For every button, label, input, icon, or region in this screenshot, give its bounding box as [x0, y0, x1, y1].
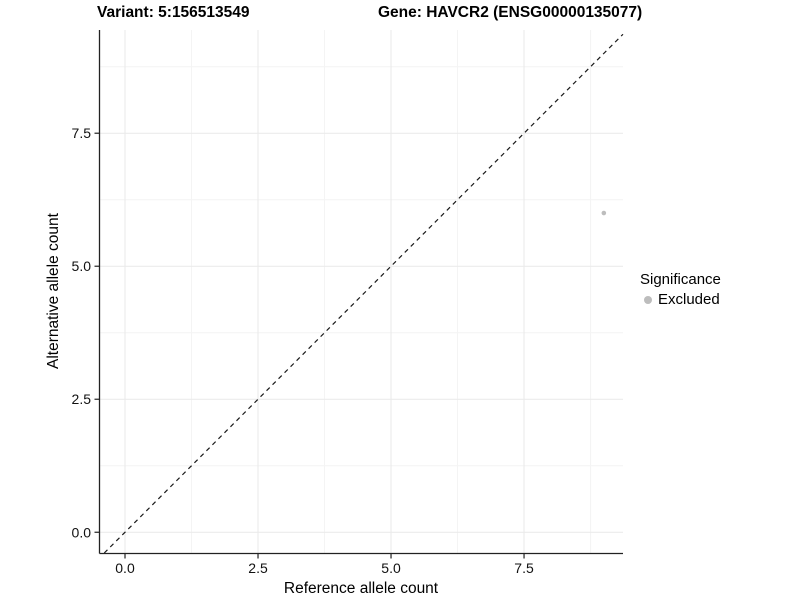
- x-tick-label: 7.5: [514, 560, 534, 576]
- x-tick-label: 0.0: [115, 560, 135, 576]
- legend-item-excluded: Excluded: [640, 291, 721, 308]
- y-tick-label: 7.5: [72, 125, 92, 141]
- y-tick-label: 0.0: [72, 524, 92, 540]
- y-tick-label: 2.5: [72, 391, 92, 407]
- legend-key-dot-icon: [644, 295, 652, 304]
- legend-item-label: Excluded: [658, 291, 720, 308]
- x-axis-title: Reference allele count: [283, 580, 439, 597]
- y-tick-label: 5.0: [72, 258, 92, 274]
- identity-dashed-line: [103, 33, 624, 554]
- legend-title: Significance: [640, 271, 721, 288]
- data-point: [601, 210, 607, 216]
- gene-title: Gene: HAVCR2 (ENSG00000135077): [378, 4, 643, 21]
- legend: Significance Excluded: [640, 271, 721, 308]
- x-tick-label: 2.5: [248, 560, 268, 576]
- y-axis-title: Alternative allele count: [45, 213, 62, 369]
- x-tick-label: 5.0: [381, 560, 401, 576]
- variant-title: Variant: 5:156513549: [97, 4, 250, 21]
